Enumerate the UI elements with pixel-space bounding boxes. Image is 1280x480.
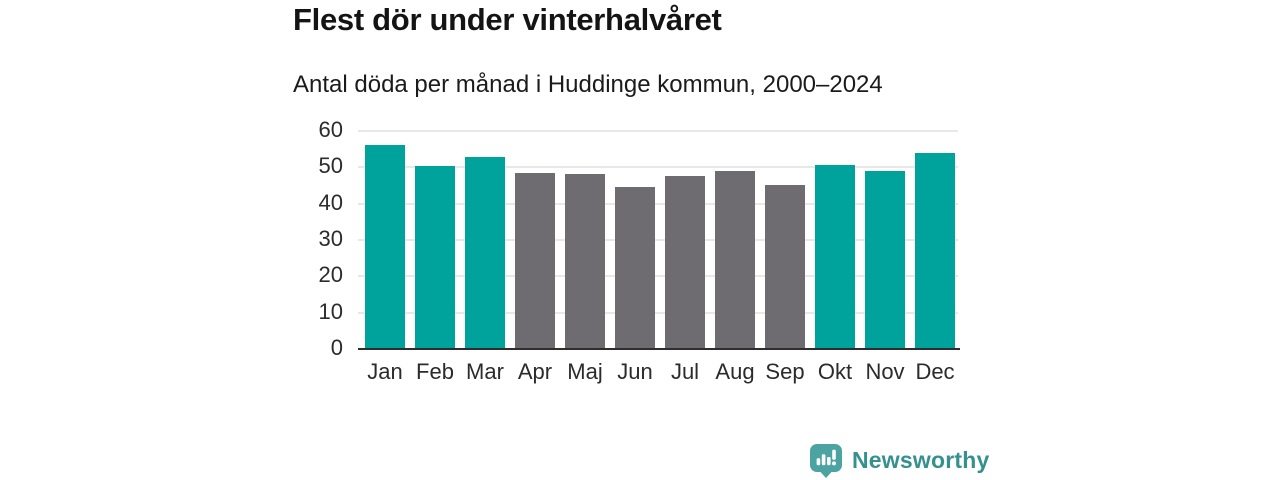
gridline-10 — [358, 311, 958, 314]
y-tick-label-10: 10 — [318, 298, 343, 324]
bar-nov — [865, 171, 905, 348]
newsworthy-logo: Newsworthy — [808, 442, 989, 478]
y-tick-label-20: 20 — [318, 262, 343, 288]
bar-apr — [515, 173, 555, 348]
bar-jan — [365, 144, 405, 348]
x-tick-label-aug: Aug — [715, 359, 755, 384]
chart-title: Flest dör under vinterhalvåret — [293, 2, 722, 37]
x-tick-label-jun: Jun — [617, 359, 653, 384]
gridline-60 — [358, 130, 958, 132]
bar-okt — [815, 164, 855, 348]
bar-chart-speech-bubble-icon — [810, 444, 842, 478]
gridline-30 — [358, 239, 958, 241]
newsworthy-wordmark: Newsworthy — [852, 446, 990, 473]
gridline-40 — [358, 202, 958, 205]
y-tick-label-30: 30 — [318, 226, 343, 251]
y-tick-label-50: 50 — [318, 153, 343, 179]
y-tick-label-40: 40 — [318, 189, 343, 215]
plot-area — [358, 130, 960, 350]
y-tick-label-60: 60 — [318, 117, 343, 142]
x-tick-label-mar: Mar — [466, 359, 504, 384]
gridline-20 — [358, 275, 958, 278]
x-tick-label-maj: Maj — [567, 359, 603, 384]
bar-jul — [665, 176, 705, 348]
x-tick-label-apr: Apr — [517, 359, 553, 384]
x-tick-label-feb: Feb — [416, 359, 454, 384]
bar-maj — [565, 173, 605, 348]
bar-mar — [465, 157, 505, 348]
x-tick-label-jan: Jan — [367, 359, 403, 384]
y-tick-label-0: 0 — [330, 335, 343, 360]
bar-dec — [915, 152, 955, 348]
bar-feb — [415, 165, 455, 348]
x-tick-label-okt: Okt — [817, 359, 853, 384]
bar-aug — [715, 170, 755, 348]
x-axis-line — [358, 348, 960, 350]
chart-subtitle: Antal döda per månad i Huddinge kommun, … — [293, 71, 883, 98]
x-tick-label-sep: Sep — [765, 359, 805, 384]
bar-jun — [615, 187, 655, 348]
x-tick-label-dec: Dec — [915, 359, 955, 384]
gridline-50 — [358, 166, 958, 169]
x-tick-label-nov: Nov — [865, 359, 905, 384]
bar-sep — [765, 185, 805, 348]
x-tick-label-jul: Jul — [670, 359, 700, 384]
